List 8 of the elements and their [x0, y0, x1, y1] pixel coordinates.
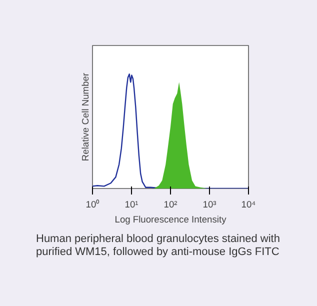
text: Human peripheral blood granulocytes stained with purified WM15, followed by anti-mouse IgGs FITC: [36, 233, 306, 259]
x-tick-label: 10¹: [124, 200, 138, 210]
x-tick-label: 10⁴: [241, 200, 256, 210]
x-tick-label: 10³: [202, 200, 216, 210]
x-axis-title: Log Fluorescence Intensity: [114, 214, 227, 224]
y-axis-title: Relative Cell Number: [80, 72, 90, 162]
x-tick-label: 10²: [164, 200, 178, 210]
x-tick-label: 10⁰: [86, 200, 100, 210]
